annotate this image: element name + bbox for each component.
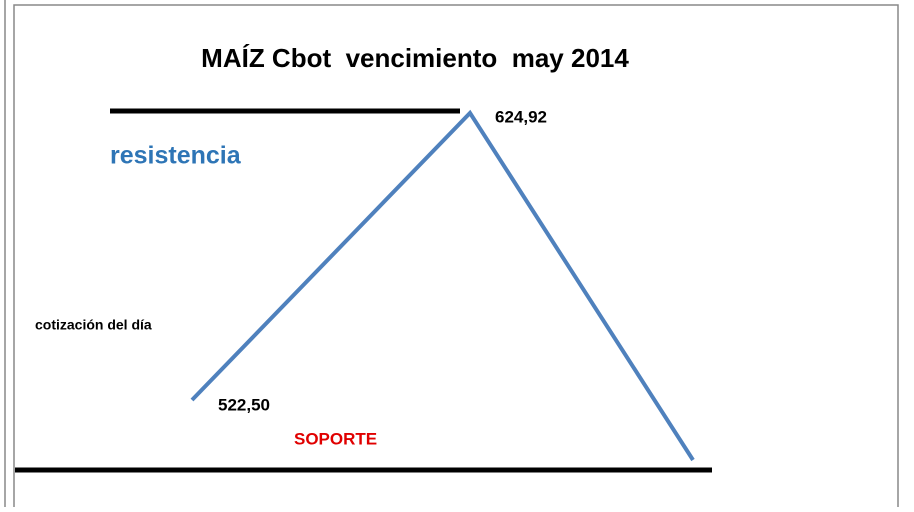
title: MAÍZ Cbot vencimiento may 2014: [201, 43, 629, 73]
resistance-price: 624,92: [495, 107, 547, 126]
support-label: SOPORTE: [294, 429, 377, 448]
current-label: cotización del día: [35, 317, 152, 333]
resistance-label: resistencia: [110, 142, 242, 170]
frame: [13, 4, 899, 507]
current-price: 522,50: [218, 395, 270, 414]
price-path: [190, 109, 695, 462]
